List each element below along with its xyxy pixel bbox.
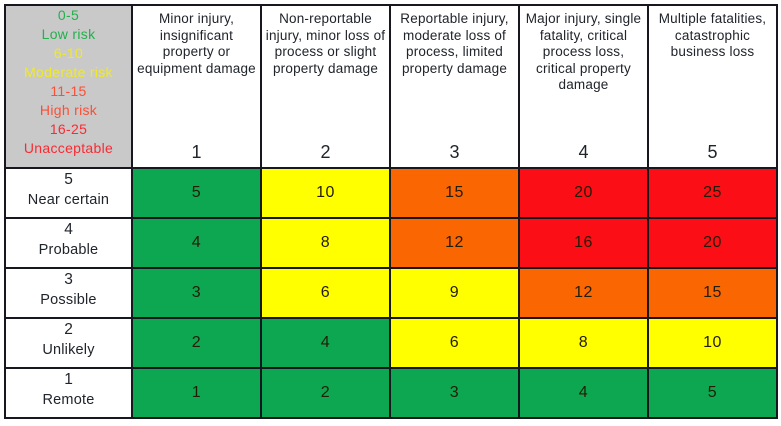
risk-score-cell: 3 <box>389 367 520 419</box>
likelihood-number: 5 <box>64 171 73 188</box>
severity-description: Minor injury, insignificant property or … <box>137 11 256 76</box>
risk-score-cell: 2 <box>260 367 391 419</box>
likelihood-label: Probable <box>38 242 99 258</box>
likelihood-header-cell: 4 Probable <box>4 217 133 269</box>
severity-header-row: 0-5 Low risk 6-10 Moderate risk 11-15 High ri… <box>4 4 778 169</box>
likelihood-number: 4 <box>64 221 73 238</box>
risk-score-cell: 6 <box>260 267 391 319</box>
risk-score-cell: 8 <box>260 217 391 269</box>
risk-score-cell: 8 <box>518 317 649 369</box>
risk-score-cell: 4 <box>131 217 262 269</box>
legend-band-label: Low risk <box>41 26 96 42</box>
legend-band-range: 6-10 <box>53 45 84 61</box>
severity-header-cell: Reportable injury, moderate loss of proc… <box>389 4 520 169</box>
likelihood-number: 3 <box>64 271 73 288</box>
risk-score-cell: 12 <box>389 217 520 269</box>
severity-header-cell: Minor injury, insignificant property or … <box>131 4 262 169</box>
risk-score-cell: 9 <box>389 267 520 319</box>
legend-band-label: Unacceptable <box>23 140 114 156</box>
risk-matrix-table: 0-5 Low risk 6-10 Moderate risk 11-15 High ri… <box>4 4 778 419</box>
likelihood-label: Remote <box>42 392 95 408</box>
likelihood-label: Near certain <box>27 192 110 208</box>
risk-score-cell: 2 <box>131 317 262 369</box>
risk-score-cell: 20 <box>647 217 778 269</box>
legend-band-label: Moderate risk <box>24 64 113 80</box>
legend-band-label: High risk <box>39 102 98 118</box>
risk-score-cell: 12 <box>518 267 649 319</box>
likelihood-row: 4 Probable 4 8 12 16 20 <box>4 217 778 269</box>
legend-band-range: 0-5 <box>57 7 80 23</box>
likelihood-header-cell: 2 Unlikely <box>4 317 133 369</box>
risk-legend: 0-5 Low risk 6-10 Moderate risk 11-15 High ri… <box>4 4 133 169</box>
severity-number: 4 <box>578 142 589 162</box>
severity-number: 3 <box>449 142 460 162</box>
likelihood-header-cell: 5 Near certain <box>4 167 133 219</box>
severity-description: Non-reportable injury, minor loss of pro… <box>265 11 386 76</box>
legend-band-range: 11-15 <box>50 83 87 99</box>
likelihood-label: Possible <box>40 292 97 308</box>
risk-score-cell: 16 <box>518 217 649 269</box>
risk-score-cell: 5 <box>647 367 778 419</box>
severity-header-cell: Multiple fatalities, catastrophic busine… <box>647 4 778 169</box>
severity-description: Multiple fatalities, catastrophic busine… <box>658 11 767 59</box>
severity-number: 1 <box>191 142 202 162</box>
risk-score-cell: 3 <box>131 267 262 319</box>
likelihood-number: 2 <box>64 321 73 338</box>
severity-description: Major injury, single fatality, critical … <box>525 11 642 92</box>
risk-score-cell: 20 <box>518 167 649 219</box>
likelihood-label: Unlikely <box>42 342 95 358</box>
risk-score-cell: 4 <box>518 367 649 419</box>
likelihood-row: 2 Unlikely 2 4 6 8 10 <box>4 317 778 369</box>
risk-score-cell: 5 <box>131 167 262 219</box>
legend-band-range: 16-25 <box>49 121 88 137</box>
risk-score-cell: 10 <box>647 317 778 369</box>
risk-score-cell: 6 <box>389 317 520 369</box>
severity-description: Reportable injury, moderate loss of proc… <box>400 11 509 76</box>
risk-score-cell: 4 <box>260 317 391 369</box>
risk-score-cell: 1 <box>131 367 262 419</box>
likelihood-row: 5 Near certain 5 10 15 20 25 <box>4 167 778 219</box>
severity-header-cell: Major injury, single fatality, critical … <box>518 4 649 169</box>
risk-score-cell: 15 <box>389 167 520 219</box>
likelihood-header-cell: 1 Remote <box>4 367 133 419</box>
risk-score-cell: 10 <box>260 167 391 219</box>
risk-score-cell: 25 <box>647 167 778 219</box>
likelihood-header-cell: 3 Possible <box>4 267 133 319</box>
risk-score-cell: 15 <box>647 267 778 319</box>
likelihood-row: 3 Possible 3 6 9 12 15 <box>4 267 778 319</box>
severity-number: 2 <box>320 142 331 162</box>
likelihood-number: 1 <box>64 371 73 388</box>
severity-number: 5 <box>707 142 718 162</box>
severity-header-cell: Non-reportable injury, minor loss of pro… <box>260 4 391 169</box>
